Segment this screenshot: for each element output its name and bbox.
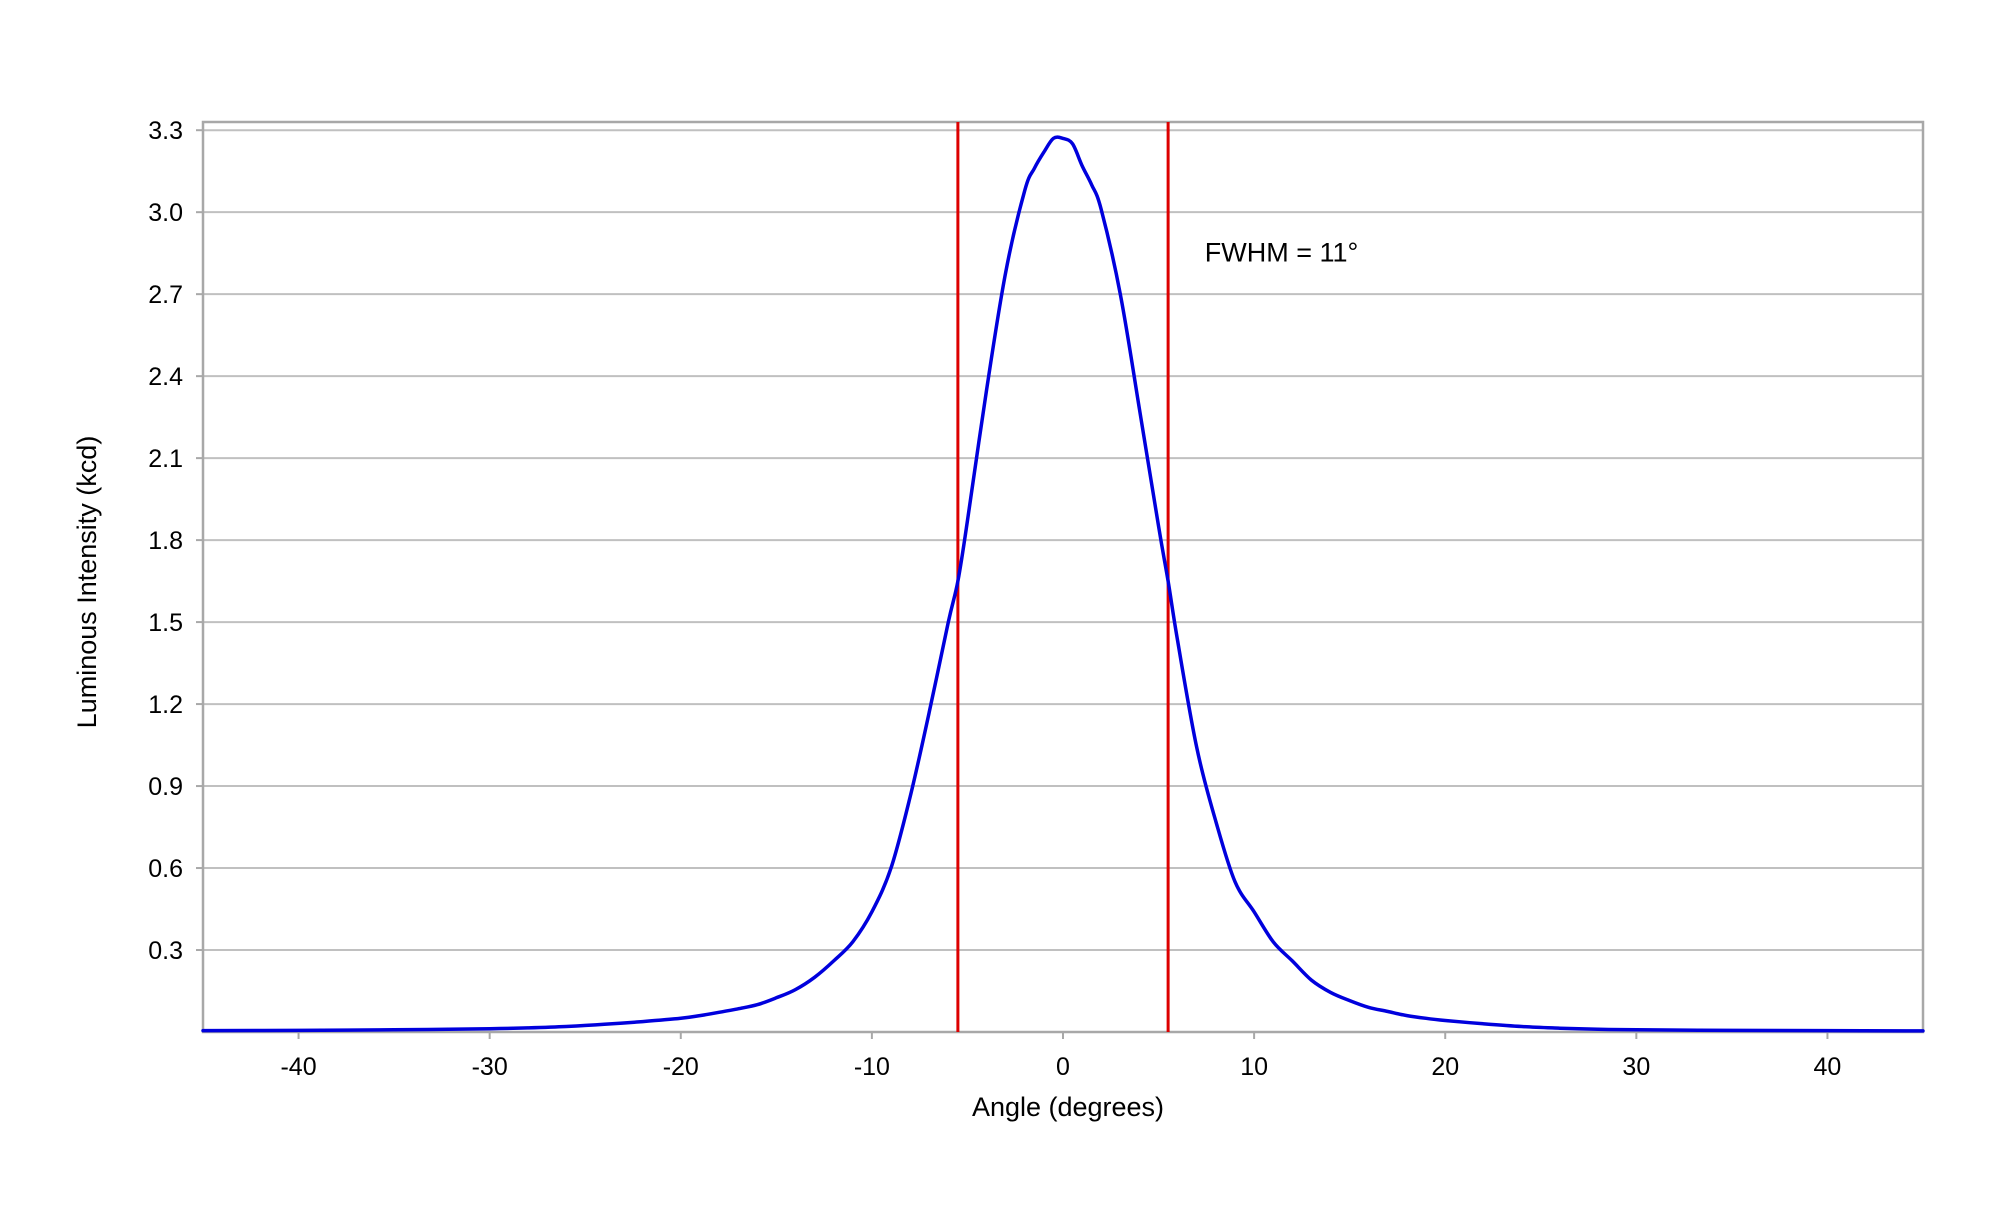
data-point <box>1272 940 1275 943</box>
data-point <box>1253 910 1256 913</box>
data-point <box>488 1027 491 1030</box>
data-point <box>794 988 797 991</box>
data-point <box>966 520 969 523</box>
data-point <box>1444 1019 1447 1022</box>
data-point <box>202 1029 205 1032</box>
data-point <box>1081 164 1084 167</box>
data-point <box>1730 1029 1733 1032</box>
data-point <box>1167 580 1170 583</box>
data-point <box>775 996 778 999</box>
data-point <box>1176 640 1179 643</box>
data-point <box>1119 293 1122 296</box>
data-point <box>1138 407 1141 410</box>
data-point <box>1520 1025 1523 1028</box>
data-point <box>641 1020 644 1023</box>
data-point <box>1406 1014 1409 1017</box>
y-tick-label: 0.6 <box>148 855 183 883</box>
data-point <box>1425 1017 1428 1020</box>
data-point <box>1195 746 1198 749</box>
x-tick-label: -10 <box>854 1053 890 1081</box>
data-point <box>1052 137 1055 140</box>
data-point <box>1033 167 1036 170</box>
data-point <box>1090 183 1093 186</box>
data-point <box>1482 1022 1485 1025</box>
data-point <box>1922 1029 1925 1032</box>
fwhm-annotation: FWHM = 11° <box>1205 237 1359 267</box>
x-tick-label: -30 <box>472 1053 508 1081</box>
y-tick-label: 0.3 <box>148 937 183 965</box>
data-point <box>1367 1006 1370 1009</box>
data-point <box>956 580 959 583</box>
data-point <box>1826 1029 1829 1032</box>
y-tick-label: 2.1 <box>148 445 183 473</box>
data-point <box>565 1025 568 1028</box>
x-tick-label: 20 <box>1431 1053 1459 1081</box>
data-point <box>1635 1028 1638 1031</box>
data-point <box>1291 959 1294 962</box>
data-point <box>928 711 931 714</box>
intensity-curve-points <box>202 137 1925 1033</box>
y-tick-labels: 0.3 0.6 0.9 1.2 1.5 1.8 2.1 2.4 2.7 3.0 3.3 <box>148 117 203 965</box>
x-tick-label: 0 <box>1056 1053 1070 1081</box>
x-tick-label: 10 <box>1240 1053 1268 1081</box>
data-point <box>1234 880 1237 883</box>
y-tick-label: 1.8 <box>148 527 183 555</box>
data-point <box>1214 820 1217 823</box>
y-axis-title: Luminous Intensity (kcd) <box>72 436 102 729</box>
grid-lines <box>203 129 1923 952</box>
y-tick-label: 0.9 <box>148 773 183 801</box>
y-tick-label: 2.7 <box>148 281 183 309</box>
data-point <box>1062 137 1065 140</box>
data-point <box>1348 999 1351 1002</box>
fwhm-marker-lines <box>956 122 1170 1032</box>
data-point <box>870 910 873 913</box>
x-tick-label: -40 <box>280 1053 316 1081</box>
data-point <box>737 1007 740 1010</box>
x-tick-label: -20 <box>663 1053 699 1081</box>
data-point <box>1100 208 1103 211</box>
data-point <box>1004 271 1007 274</box>
data-point <box>756 1003 759 1006</box>
data-point <box>813 976 816 979</box>
y-tick-label: 2.4 <box>148 363 183 391</box>
data-point <box>1558 1027 1561 1030</box>
y-tick-label: 1.2 <box>148 691 183 719</box>
data-point <box>1597 1028 1600 1031</box>
intensity-curve <box>201 135 1925 1033</box>
y-tick-label: 1.5 <box>148 609 183 637</box>
data-point <box>603 1023 606 1026</box>
data-point <box>1023 189 1026 192</box>
data-point <box>698 1014 701 1017</box>
x-axis-title: Angle (degrees) <box>972 1092 1164 1122</box>
data-point <box>718 1011 721 1014</box>
x-tick-label: 40 <box>1814 1053 1842 1081</box>
plot-frame <box>201 120 1925 1034</box>
data-point <box>1071 142 1074 145</box>
data-point <box>1042 151 1045 154</box>
y-tick-label: 3.3 <box>148 117 183 145</box>
data-point <box>1157 525 1160 528</box>
data-point <box>851 940 854 943</box>
data-point <box>393 1028 396 1031</box>
data-point <box>679 1017 682 1020</box>
data-point <box>1386 1010 1389 1013</box>
data-point <box>985 388 988 391</box>
data-point <box>947 621 950 624</box>
data-point <box>832 959 835 962</box>
x-tick-label: 30 <box>1622 1053 1650 1081</box>
y-tick-label: 3.0 <box>148 199 183 227</box>
data-point <box>909 796 912 799</box>
data-point <box>526 1026 529 1029</box>
x-tick-labels: -40 -30 -20 -10 0 10 20 30 40 <box>280 1032 1841 1081</box>
data-point <box>297 1029 300 1032</box>
data-point <box>1329 991 1332 994</box>
data-point <box>890 867 893 870</box>
data-point <box>1310 979 1313 982</box>
